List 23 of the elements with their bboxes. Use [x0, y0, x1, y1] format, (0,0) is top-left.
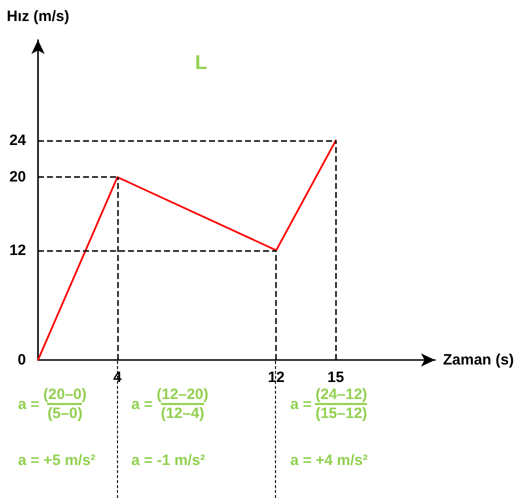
text: (12–20)	[156, 386, 208, 403]
text: (24–12)	[315, 386, 368, 403]
x-tick-label: 12	[268, 369, 285, 386]
y-tick-label: 24	[9, 132, 27, 150]
text: (20–0)	[43, 386, 87, 403]
text: a = +4 m/s²	[290, 452, 368, 469]
y-axis-title: Hız (m/s)	[6, 8, 70, 25]
text: a = -1 m/s²	[131, 452, 206, 469]
y-tick-label: 20	[9, 168, 26, 186]
x-tick-label: 4	[113, 369, 122, 386]
text: a = +5 m/s²	[18, 452, 96, 469]
text: (12–4)	[160, 403, 204, 422]
text: a =	[290, 396, 312, 412]
text: a =	[131, 396, 153, 412]
x-axis-title: Zaman (s)	[443, 352, 514, 368]
line-series	[37, 140, 337, 361]
y-tick-label: 0	[18, 352, 26, 368]
text: (15–12)	[315, 403, 368, 422]
text: (5–0)	[47, 403, 82, 422]
text: a =	[18, 396, 40, 412]
y-tick-label: 12	[9, 242, 26, 259]
text: L	[195, 52, 208, 74]
x-tick-label: 15	[327, 369, 344, 386]
